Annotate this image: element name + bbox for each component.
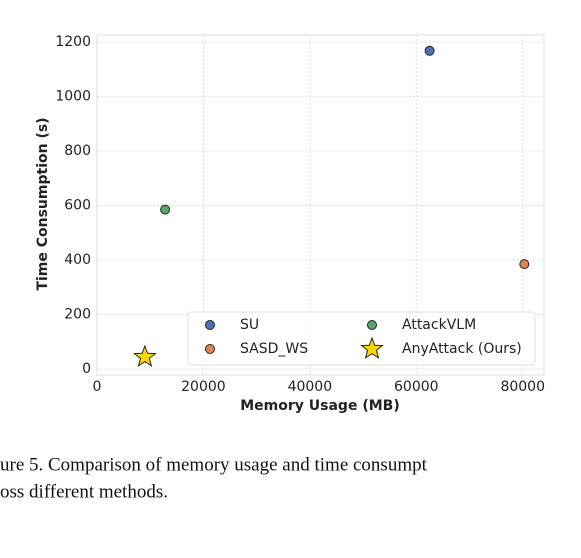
y-tick-label: 0 <box>82 361 91 377</box>
legend-label: SU <box>240 317 259 333</box>
plot-frame <box>96 34 545 376</box>
y-tick-label: 800 <box>64 143 91 159</box>
legend-marker <box>205 344 215 354</box>
y-tick-label: 400 <box>64 252 91 268</box>
legend-label: AnyAttack (Ours) <box>402 341 522 357</box>
y-axis-label: Time Consumption (s) <box>35 117 51 290</box>
caption-line: oss different methods. <box>0 481 168 502</box>
x-tick-label: 60000 <box>394 379 439 395</box>
x-tick-label: 20000 <box>181 379 226 395</box>
x-tick-label: 40000 <box>288 379 333 395</box>
legend-label: SASD_WS <box>240 341 308 357</box>
x-tick-label: 80000 <box>500 379 545 395</box>
legend-marker <box>205 320 215 330</box>
legend-marker <box>360 336 384 360</box>
data-point <box>160 204 171 215</box>
caption-line: ure 5. Comparison of memory usage and ti… <box>0 454 428 475</box>
x-tick-label: 0 <box>93 379 102 395</box>
y-tick-label: 200 <box>64 307 91 323</box>
y-tick-label: 1000 <box>55 89 91 105</box>
y-tick-label: 1200 <box>55 34 91 50</box>
y-tick-label: 600 <box>64 198 91 214</box>
data-point <box>519 259 530 270</box>
legend-box <box>187 311 536 366</box>
legend-marker <box>367 320 377 330</box>
data-point <box>133 344 157 368</box>
data-point <box>424 45 435 56</box>
x-axis-label: Memory Usage (MB) <box>240 398 399 414</box>
legend-label: AttackVLM <box>402 317 476 333</box>
